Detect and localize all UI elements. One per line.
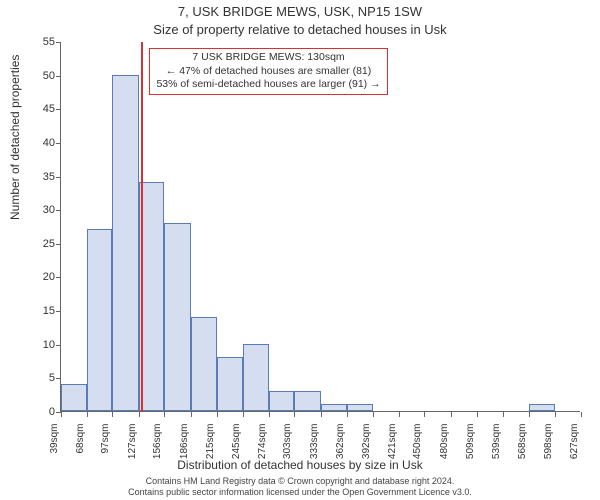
y-tick-mark [56, 378, 61, 379]
histogram-bar [217, 357, 244, 411]
x-tick-label: 480sqm [439, 424, 450, 474]
x-tick-mark [373, 412, 374, 417]
x-tick-label: 186sqm [179, 424, 190, 474]
x-tick-label: 215sqm [205, 424, 216, 474]
x-tick-mark [61, 412, 62, 417]
x-tick-mark [217, 412, 218, 417]
x-tick-label: 598sqm [543, 424, 554, 474]
x-tick-label: 274sqm [257, 424, 268, 474]
x-tick-mark [424, 412, 425, 417]
x-tick-mark [503, 412, 504, 417]
y-tick-mark [56, 76, 61, 77]
x-tick-label: 156sqm [152, 424, 163, 474]
histogram-bar [294, 391, 321, 411]
y-tick-label: 5 [0, 372, 55, 384]
x-tick-label: 539sqm [491, 424, 502, 474]
x-tick-label: 39sqm [49, 424, 60, 474]
x-tick-label: 568sqm [517, 424, 528, 474]
x-tick-mark [243, 412, 244, 417]
subtitle: Size of property relative to detached ho… [0, 22, 600, 37]
y-tick-label: 15 [0, 305, 55, 317]
y-tick-label: 55 [0, 36, 55, 48]
histogram-bar [191, 317, 217, 411]
marker-line [141, 42, 143, 412]
x-tick-mark [347, 412, 348, 417]
address-title: 7, USK BRIDGE MEWS, USK, NP15 1SW [0, 4, 600, 19]
y-tick-label: 40 [0, 137, 55, 149]
x-tick-mark [451, 412, 452, 417]
histogram-bar [269, 391, 295, 411]
histogram-bar [61, 384, 87, 411]
y-tick-label: 45 [0, 103, 55, 115]
y-tick-mark [56, 143, 61, 144]
y-tick-mark [56, 177, 61, 178]
histogram-bar [87, 229, 113, 411]
x-tick-label: 362sqm [335, 424, 346, 474]
histogram-bar [243, 344, 269, 411]
x-tick-mark [139, 412, 140, 417]
callout-line3: 53% of semi-detached houses are larger (… [156, 78, 380, 92]
chart-container: 7, USK BRIDGE MEWS, USK, NP15 1SW Size o… [0, 0, 600, 500]
chart-area: 7 USK BRIDGE MEWS: 130sqm← 47% of detach… [60, 42, 580, 412]
x-tick-mark [164, 412, 165, 417]
histogram-bar [164, 223, 191, 411]
y-tick-label: 20 [0, 271, 55, 283]
y-tick-label: 30 [0, 204, 55, 216]
x-tick-mark [477, 412, 478, 417]
y-tick-mark [56, 345, 61, 346]
y-tick-label: 10 [0, 339, 55, 351]
callout-line1: 7 USK BRIDGE MEWS: 130sqm [156, 51, 380, 65]
x-axis-title: Distribution of detached houses by size … [0, 458, 600, 472]
y-tick-mark [56, 109, 61, 110]
y-tick-label: 0 [0, 406, 55, 418]
histogram-bar [347, 404, 374, 411]
footnote-line2: Contains public sector information licen… [0, 487, 600, 498]
x-tick-mark [529, 412, 530, 417]
x-tick-mark [87, 412, 88, 417]
x-tick-label: 627sqm [569, 424, 580, 474]
x-tick-mark [399, 412, 400, 417]
plot-region: 7 USK BRIDGE MEWS: 130sqm← 47% of detach… [60, 42, 580, 412]
x-tick-mark [112, 412, 113, 417]
x-tick-label: 127sqm [127, 424, 138, 474]
y-tick-label: 25 [0, 238, 55, 250]
y-tick-label: 50 [0, 70, 55, 82]
x-tick-label: 450sqm [412, 424, 423, 474]
x-tick-label: 421sqm [387, 424, 398, 474]
x-tick-mark [294, 412, 295, 417]
x-tick-label: 392sqm [361, 424, 372, 474]
y-tick-label: 35 [0, 171, 55, 183]
x-tick-mark [269, 412, 270, 417]
callout-box: 7 USK BRIDGE MEWS: 130sqm← 47% of detach… [149, 48, 387, 95]
y-tick-mark [56, 311, 61, 312]
footnote: Contains HM Land Registry data © Crown c… [0, 476, 600, 498]
histogram-bar [321, 404, 347, 411]
x-tick-label: 68sqm [75, 424, 86, 474]
x-tick-label: 245sqm [231, 424, 242, 474]
histogram-bar [529, 404, 556, 411]
callout-line2: ← 47% of detached houses are smaller (81… [156, 65, 380, 79]
y-tick-mark [56, 277, 61, 278]
y-tick-mark [56, 210, 61, 211]
x-tick-mark [581, 412, 582, 417]
y-tick-mark [56, 244, 61, 245]
footnote-line1: Contains HM Land Registry data © Crown c… [0, 476, 600, 487]
x-tick-label: 333sqm [309, 424, 320, 474]
histogram-bar [112, 75, 139, 411]
y-tick-mark [56, 42, 61, 43]
x-tick-mark [191, 412, 192, 417]
x-tick-label: 303sqm [282, 424, 293, 474]
x-tick-mark [555, 412, 556, 417]
x-tick-label: 509sqm [465, 424, 476, 474]
x-tick-label: 97sqm [100, 424, 111, 474]
x-tick-mark [321, 412, 322, 417]
